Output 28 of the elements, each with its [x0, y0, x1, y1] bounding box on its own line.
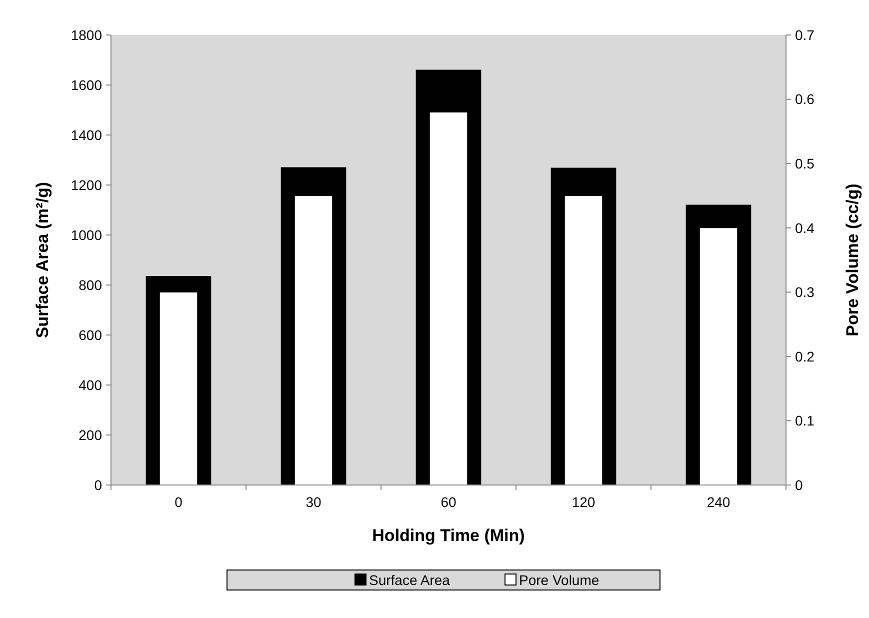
y-axis-title: Surface Area (m²/g): [33, 182, 52, 338]
y2-tick-label: 0.1: [795, 412, 815, 429]
y2-tick-label: 0.2: [795, 348, 815, 364]
y2-tick-label: 0.7: [795, 26, 815, 43]
legend-label: Surface Area: [369, 572, 450, 588]
x-tick-label: 0: [174, 494, 183, 510]
y2-tick-label: 0.3: [795, 284, 815, 300]
y2-tick-label: 0: [795, 476, 803, 493]
y2-axis-title: Pore Volume (cc/g): [843, 184, 862, 336]
y2-tick-label: 0.6: [795, 91, 815, 108]
x-tick-label: 60: [440, 494, 456, 510]
y-tick-label: 1800: [70, 26, 102, 43]
y-tick-label: 600: [78, 326, 102, 343]
y2-tick-label: 0.4: [795, 220, 815, 236]
y-tick-label: 800: [78, 276, 102, 293]
y-tick-label: 200: [78, 426, 102, 443]
x-tick-label: 120: [572, 494, 596, 510]
y2-tick-label: 0.5: [795, 155, 815, 172]
y-tick-label: 400: [78, 376, 102, 393]
x-tick-label: 30: [306, 494, 322, 510]
legend-label: Pore Volume: [519, 572, 600, 588]
x-axis-title: Holding Time (Min): [372, 526, 525, 545]
x-tick-label: 240: [706, 494, 730, 510]
y-tick-label: 1000: [70, 226, 102, 243]
y-tick-label: 0: [94, 476, 102, 493]
y-tick-label: 1600: [70, 76, 102, 93]
y-tick-label: 1200: [70, 176, 102, 193]
y-tick-label: 1400: [70, 126, 102, 143]
